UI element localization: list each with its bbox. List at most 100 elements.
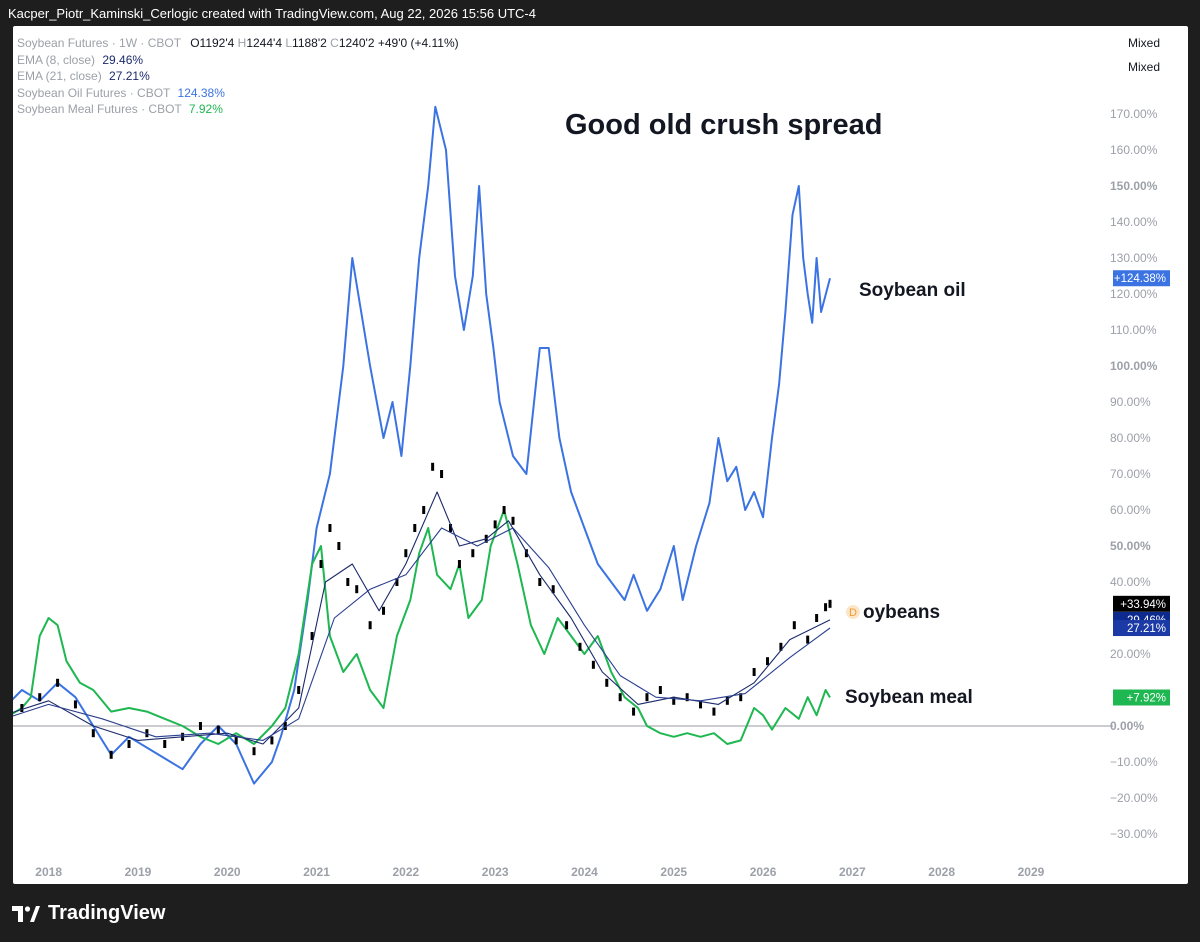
candle-body (404, 549, 408, 558)
price-badge-label: +7.92% (1127, 692, 1166, 704)
y-tick-label: −30.00% (1110, 827, 1158, 841)
x-tick-label: 2023 (482, 865, 509, 879)
legend-meal[interactable]: Soybean Meal Futures · CBOT 7.92% (17, 101, 459, 118)
legend-main-name: Soybean Futures · 1W · CBOT (17, 36, 181, 50)
candle-body (752, 668, 756, 676)
x-tick-label: 2028 (928, 865, 955, 879)
candle-body (725, 696, 729, 705)
y-tick-label: 90.00% (1110, 395, 1151, 409)
candle-body (565, 621, 569, 630)
price-badge (1113, 620, 1170, 637)
candle-body (779, 642, 783, 651)
legend-ema8[interactable]: EMA (8, close) 29.46% (17, 52, 459, 69)
ohlc-c-label: C (330, 36, 339, 50)
candle-body (449, 524, 452, 532)
legend-ema8-name: EMA (8, close) (17, 52, 96, 67)
y-tick-label: −20.00% (1110, 791, 1158, 805)
legend-meal-value: 7.92% (188, 102, 223, 116)
candle-body (551, 585, 555, 594)
candle-body (310, 632, 314, 640)
series-line-oil[interactable] (13, 105, 831, 785)
annotation-main: oybeans (863, 602, 940, 623)
price-badge (1113, 689, 1170, 706)
annotation-meal: Soybean meal (845, 687, 973, 708)
legend-oil[interactable]: Soybean Oil Futures · CBOT 124.38% (17, 85, 459, 102)
x-tick-label: 2019 (125, 865, 152, 879)
candle-body (828, 599, 832, 608)
series-line-ema8[interactable] (13, 491, 831, 745)
dividend-marker-icon[interactable] (846, 605, 860, 619)
candle-body (766, 657, 770, 666)
footer-brand[interactable]: TradingView (12, 902, 165, 925)
candle-body (618, 693, 622, 702)
candle-body (355, 585, 359, 594)
y-tick-label: 150.00% (1110, 179, 1158, 193)
candle-body (658, 686, 662, 694)
y-tick-label: 140.00% (1110, 215, 1158, 229)
chart-canvas[interactable]: 170.00% 160.00% 150.00% 140.00% 130.00% 120.0… (13, 26, 1188, 884)
y-tick-label: 20.00% (1110, 647, 1151, 661)
candle-body (712, 707, 716, 716)
price-badge-label: +33.94% (1120, 599, 1166, 611)
y-tick-label: 110.00% (1110, 323, 1157, 337)
scale-mode-button-2[interactable]: Mixed (1120, 57, 1186, 77)
candle-body (431, 462, 435, 471)
legend-meal-name: Soybean Meal Futures · CBOT (17, 102, 182, 116)
candle-body (440, 470, 444, 478)
candle-body (73, 700, 77, 709)
legend-ema21-name: EMA (21, close) (17, 69, 102, 83)
y-tick-label: 50.00% (1110, 539, 1151, 553)
candle-body (591, 660, 595, 669)
tradingview-logo-icon (12, 905, 40, 922)
price-badge (1113, 595, 1170, 612)
dividend-marker-label: D (849, 607, 857, 619)
candle-body (806, 635, 810, 644)
price-badge-label: 27.21% (1127, 623, 1166, 635)
ohlc-low: 1188'2 (292, 36, 327, 50)
attribution-text: Kacper_Piotr_Kaminski_Cerlogic created w… (8, 6, 536, 21)
candle-body (422, 506, 426, 514)
candle-body (216, 725, 220, 734)
y-tick-label: 40.00% (1110, 575, 1151, 589)
candle-body (346, 578, 350, 586)
candle-body (493, 520, 497, 529)
candle-body (252, 747, 256, 756)
candle-body (91, 729, 95, 738)
candle-body (20, 704, 24, 712)
candle-body (413, 524, 417, 532)
legend-main[interactable]: Soybean Futures · 1W · CBOT O1192'4 H124… (17, 35, 459, 52)
chart-panel[interactable]: 170.00% 160.00% 150.00% 140.00% 130.00% 120.0… (13, 26, 1188, 884)
candle-body (471, 549, 475, 558)
ohlc-high: 1244'4 (246, 36, 282, 50)
candle-body (578, 642, 582, 651)
x-tick-label: 2021 (303, 865, 330, 879)
ohlc-h-label: H (237, 36, 247, 50)
attribution-bar: Kacper_Piotr_Kaminski_Cerlogic created w… (0, 0, 1200, 26)
y-tick-label: 60.00% (1110, 503, 1151, 517)
candle-body (297, 686, 301, 694)
y-tick-label: 170.00% (1110, 107, 1158, 121)
ohlc-o-label: O (190, 36, 200, 50)
footer-brand-text: TradingView (48, 902, 166, 924)
x-tick-label: 2018 (35, 865, 62, 879)
x-tick-label: 2022 (392, 865, 419, 879)
candle-body (524, 549, 528, 558)
candle-body (109, 750, 113, 759)
legend-ema21[interactable]: EMA (21, close) 27.21% (17, 68, 459, 85)
series-line-ema21[interactable] (13, 527, 831, 741)
y-tick-label: 0.00% (1110, 719, 1144, 733)
candle-body (270, 736, 274, 745)
candle-body (145, 729, 149, 738)
legend-oil-value: 124.38% (177, 85, 225, 100)
legend-oil-name: Soybean Oil Futures · CBOT (17, 85, 171, 100)
candle-body (815, 614, 819, 622)
y-tick-label: 80.00% (1110, 431, 1151, 445)
y-tick-label: 160.00% (1110, 143, 1158, 157)
candle-body (395, 578, 399, 586)
x-tick-label: 2025 (660, 865, 687, 879)
series-line-meal[interactable] (13, 509, 831, 745)
scale-mode-button-1[interactable]: Mixed (1120, 33, 1186, 53)
y-tick-label: 120.00% (1110, 287, 1158, 301)
legend-ema8-value: 29.46% (102, 52, 144, 67)
candle-body (605, 678, 609, 687)
